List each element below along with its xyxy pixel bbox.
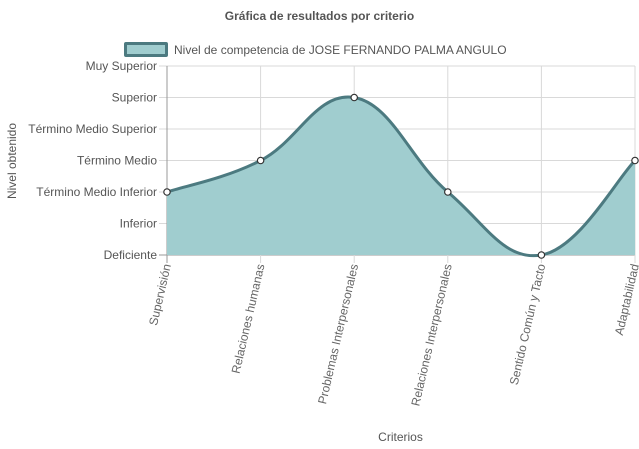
chart-title: Gráfica de resultados por criterio (224, 9, 415, 23)
x-tick-label: Relaciones Interpersonales (408, 263, 454, 408)
x-tick-label: Supervisión (146, 263, 174, 327)
y-tick-label: Deficiente (104, 248, 158, 262)
legend[interactable]: Nivel de competencia de JOSE FERNANDO PA… (124, 42, 507, 57)
x-axis-label: Criterios (378, 430, 423, 444)
data-point (537, 251, 546, 259)
x-tick-label: Sentido Común y Tacto (507, 262, 549, 386)
x-tick-label: Relaciones humanas (229, 263, 268, 375)
y-tick-label: Inferior (120, 217, 157, 231)
legend-swatch (124, 42, 168, 57)
y-tick-label: Término Medio Inferior (36, 185, 157, 199)
series-area (167, 96, 635, 256)
data-point (631, 156, 639, 165)
legend-label: Nivel de competencia de JOSE FERNANDO PA… (174, 42, 507, 57)
y-tick-label: Muy Superior (86, 59, 157, 73)
x-tick-label: Problemas Interpersonales (315, 263, 361, 406)
y-tick-label: Término Medio (77, 154, 157, 168)
data-point (163, 188, 171, 196)
x-tick-label: Adaptabilidad (612, 263, 639, 337)
y-tick-label: Término Medio Superior (28, 122, 157, 136)
data-point (256, 156, 265, 165)
data-point (350, 93, 359, 102)
data-point (443, 188, 452, 196)
y-tick-label: Superior (112, 91, 157, 105)
